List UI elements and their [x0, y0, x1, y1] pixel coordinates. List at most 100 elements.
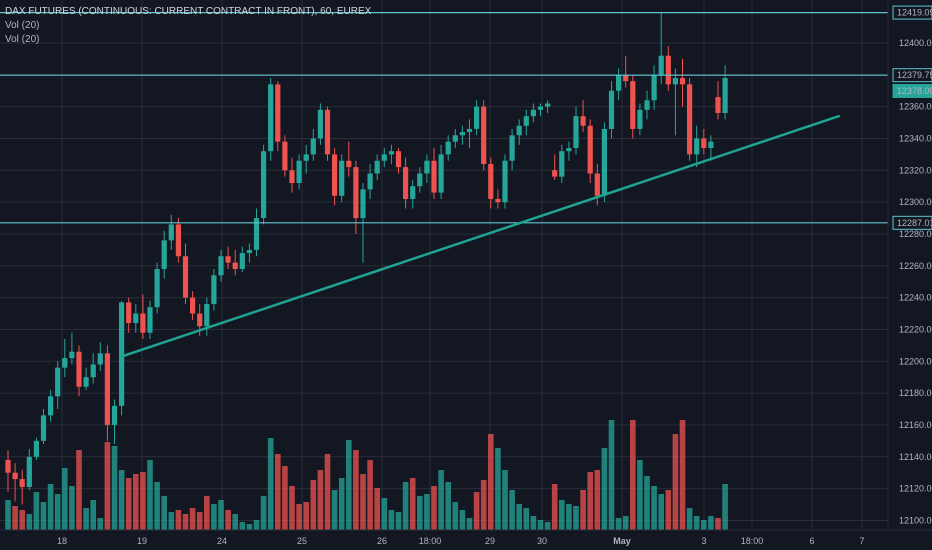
candle-body [246, 249, 252, 254]
candle-body [33, 440, 39, 457]
chart-legend: DAX FUTURES (CONTINUOUS: CURRENT CONTRAC… [5, 5, 371, 47]
candle-body [239, 253, 245, 269]
volume-indicator-label[interactable]: Vol (20) [5, 20, 40, 31]
candle-body [410, 186, 416, 199]
volume-bar [608, 420, 615, 530]
volume-bar [69, 486, 75, 530]
y-tick-label: 12120.00 [899, 484, 932, 494]
candle-body [381, 154, 387, 161]
volume-bar [211, 504, 217, 530]
price-label-box [892, 5, 932, 20]
volume-bar [622, 516, 629, 530]
candle-body [90, 364, 96, 378]
candle-body [62, 358, 68, 368]
x-tick-label: 26 [377, 536, 387, 546]
candle-body [5, 459, 11, 473]
volume-indicator-label[interactable]: Vol (20) [5, 34, 40, 45]
candle-body [48, 396, 54, 416]
volume-bar [12, 506, 18, 530]
volume-bar [40, 502, 47, 530]
volume-bar [480, 480, 487, 530]
volume-bar [367, 460, 373, 530]
candle-body [452, 135, 458, 142]
volume-bar [83, 508, 89, 530]
volume-bar [189, 508, 196, 530]
volume-bar [282, 466, 288, 530]
volume-bar [665, 490, 672, 530]
volume-bar [573, 506, 579, 530]
candle-body [253, 218, 260, 250]
volume-bar [147, 460, 153, 530]
candle-body [69, 351, 75, 359]
candle-body [303, 154, 309, 161]
candle-body [424, 160, 430, 174]
candle-body [594, 173, 600, 196]
candle-body [168, 224, 174, 241]
candle-body [268, 84, 274, 152]
candle-body [651, 74, 657, 101]
trendline [120, 114, 840, 358]
volume-bar [360, 474, 366, 530]
price-label-text: 12378.00 [897, 86, 932, 96]
volume-bar [267, 438, 274, 530]
x-tick-label: 24 [217, 536, 227, 546]
price-label-text: 12379.75 [897, 70, 932, 80]
symbol-title[interactable]: DAX FUTURES (CONTINUOUS: CURRENT CONTRAC… [5, 6, 372, 17]
y-tick-label: 12140.00 [899, 452, 932, 462]
candle-body [552, 170, 558, 177]
candle-body [317, 109, 323, 139]
candle-body [12, 472, 18, 480]
y-axis[interactable]: 12100.00 12120.00 12140.00 12160.00 12180.00… [899, 38, 932, 525]
horizontal-lines[interactable] [0, 11, 888, 224]
volume-bar [161, 496, 167, 530]
candle-body [261, 151, 267, 219]
volume-bar [62, 468, 68, 530]
volume-bar [353, 450, 359, 530]
volume-bar [431, 486, 437, 530]
volume-bar [133, 474, 139, 530]
candle-body [509, 135, 515, 161]
volume-bar [26, 514, 33, 530]
volume-bar [551, 484, 558, 530]
volume-bar [111, 446, 118, 530]
y-tick-label: 12400.00 [899, 38, 932, 48]
volume-bar [644, 476, 650, 530]
candle-body [459, 132, 465, 136]
volume-bar [601, 448, 608, 530]
candle-body [104, 353, 110, 425]
candle-body [708, 141, 714, 149]
candle-body [587, 125, 593, 174]
volume-bar [544, 522, 551, 530]
volume-bar [225, 510, 231, 530]
candle-body [126, 302, 132, 324]
volume-bar [438, 470, 444, 530]
candle-body [481, 106, 487, 164]
trendline-group[interactable] [120, 114, 840, 358]
x-tick-label: 19 [137, 536, 147, 546]
volume-bar [502, 470, 508, 530]
candle-body [701, 138, 707, 149]
y-tick-label: 12280.00 [899, 229, 932, 239]
volume-bar [374, 488, 380, 530]
y-tick-label: 12360.00 [899, 102, 932, 112]
volume-bar [303, 502, 309, 530]
volume-bar [530, 516, 537, 530]
volume-bar [452, 502, 459, 530]
volume-bar [331, 490, 338, 530]
volume-bar [630, 420, 636, 530]
candle-body [395, 151, 402, 168]
candle-body [119, 302, 125, 406]
candle-body [623, 74, 629, 82]
volume-bar [253, 520, 260, 530]
candle-body [417, 173, 423, 187]
x-axis[interactable]: 18 19 24 25 26 18:00 29 30 May 3 18:00 6 7 [57, 536, 865, 546]
x-tick-label: 18 [57, 536, 67, 546]
volume-bar [658, 494, 664, 530]
x-tick-label: 25 [297, 536, 307, 546]
volume-bar [672, 434, 679, 530]
candle-body [97, 353, 103, 365]
y-tick-label: 12260.00 [899, 261, 932, 271]
volume-bar [580, 490, 586, 530]
price-label-box [892, 68, 932, 83]
